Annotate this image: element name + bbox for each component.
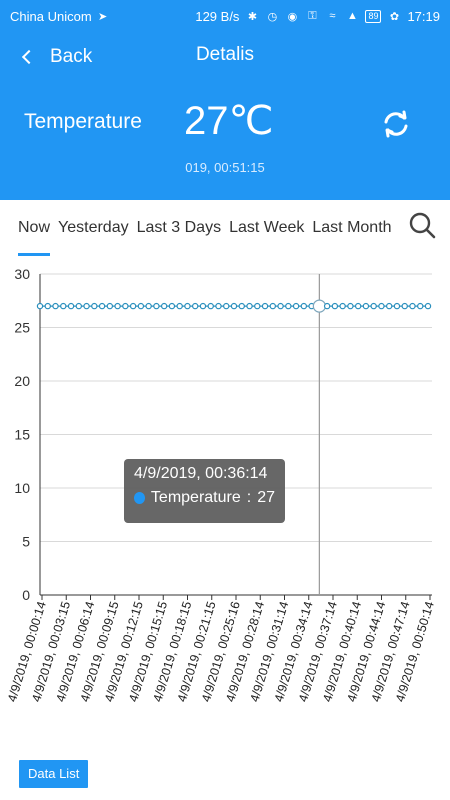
data-point: [184, 302, 191, 310]
key-icon: ⚿: [308, 9, 317, 22]
data-point: [285, 302, 292, 310]
data-point: [339, 302, 346, 310]
y-tick-label: 30: [14, 266, 30, 282]
data-point: [246, 302, 253, 310]
data-point: [75, 302, 83, 310]
tab-last-month[interactable]: Last Month: [312, 219, 392, 236]
page-title: Detalis: [195, 44, 255, 65]
chevron-left-icon: [21, 49, 37, 65]
data-point: [401, 302, 408, 310]
data-point: [323, 302, 331, 310]
data-point: [153, 302, 160, 310]
data-point: [122, 302, 129, 310]
network-speed: 129 B/s: [195, 8, 240, 24]
tooltip-colon: :: [246, 489, 252, 506]
data-point: [223, 302, 230, 310]
data-point: [331, 302, 339, 310]
data-point: [300, 302, 308, 310]
sensor-name: Temperature: [24, 110, 142, 133]
carrier-label: China Unicom: [10, 8, 92, 24]
data-point: [36, 302, 44, 310]
data-point: [129, 302, 137, 310]
reading-timestamp: 019, 00:51:15: [185, 160, 265, 175]
eye-icon: ◉: [287, 10, 298, 23]
data-point: [292, 302, 300, 310]
y-tick-label: 20: [14, 373, 30, 389]
data-point: [168, 302, 176, 310]
tab-last-week[interactable]: Last Week: [229, 219, 305, 236]
data-point: [114, 302, 121, 310]
tab-last-3-days[interactable]: Last 3 Days: [136, 219, 222, 236]
data-point: [230, 302, 238, 310]
data-point: [160, 302, 168, 310]
series-dot-icon: [134, 492, 145, 504]
data-point: [370, 302, 377, 310]
tooltip-time: 4/9/2019, 00:36:14: [134, 465, 268, 482]
status-bar: China Unicom ➤ 129 B/s ✱ ◷ ◉ ⚿ ≈ ▲ 89 ✿ …: [0, 0, 450, 32]
y-tick-label: 5: [22, 534, 30, 550]
data-list-button[interactable]: Data List: [19, 760, 89, 788]
data-point: [254, 302, 261, 310]
data-point: [137, 302, 145, 310]
data-point: [277, 302, 284, 310]
back-label: Back: [50, 46, 93, 67]
data-point: [386, 302, 393, 310]
back-button[interactable]: Back: [21, 44, 93, 70]
period-tabs: Now Yesterday Last 3 Days Last Week Last…: [0, 200, 450, 256]
data-point: [424, 302, 432, 310]
y-tick-label: 15: [14, 427, 30, 443]
tab-yesterday[interactable]: Yesterday: [58, 219, 129, 236]
data-point: [106, 302, 114, 310]
data-point: [83, 302, 90, 310]
data-point: [199, 302, 207, 310]
data-point: [98, 302, 106, 310]
bluetooth-icon: ✱: [247, 10, 258, 23]
data-point: [347, 302, 354, 310]
send-icon: ➤: [98, 10, 108, 23]
data-point: [60, 302, 67, 310]
header: Back Detalis Temperature 27℃ 019, 00:51:…: [0, 32, 450, 200]
signal-icon: ▲: [346, 10, 358, 22]
data-point: [145, 302, 152, 310]
tooltip-value: 27: [257, 489, 275, 506]
sensor-value: 27℃: [184, 99, 274, 143]
alarm-icon: ◷: [267, 10, 278, 23]
refresh-icon[interactable]: [380, 108, 412, 140]
status-time: 17:19: [407, 8, 440, 24]
data-point: [378, 302, 385, 310]
data-point: [91, 302, 98, 310]
data-point: [52, 302, 59, 310]
battery-indicator: 89: [365, 9, 382, 23]
data-point: [191, 302, 199, 310]
data-point: [176, 302, 183, 310]
tab-now[interactable]: Now: [18, 206, 51, 256]
leaf-icon: ✿: [389, 10, 400, 23]
tooltip-series: Temperature: [150, 489, 241, 506]
wifi-icon: ≈: [329, 10, 336, 22]
y-tick-label: 25: [14, 320, 30, 336]
chart-tooltip: 4/9/2019, 00:36:14 Temperature: 27: [124, 459, 285, 523]
data-point: [261, 302, 269, 310]
data-point: [393, 302, 401, 310]
data-point: [238, 302, 245, 310]
search-icon[interactable]: [408, 211, 436, 239]
y-tick-label: 10: [14, 480, 30, 496]
data-point: [269, 302, 276, 310]
y-tick-label: 0: [22, 587, 30, 603]
highlighted-point: [312, 299, 326, 313]
data-point: [417, 302, 424, 310]
data-point: [67, 302, 75, 310]
data-point: [354, 302, 362, 310]
data-point: [44, 302, 51, 310]
data-point: [409, 302, 416, 310]
data-point: [362, 302, 370, 310]
data-point: [215, 302, 222, 310]
data-point: [207, 302, 214, 310]
